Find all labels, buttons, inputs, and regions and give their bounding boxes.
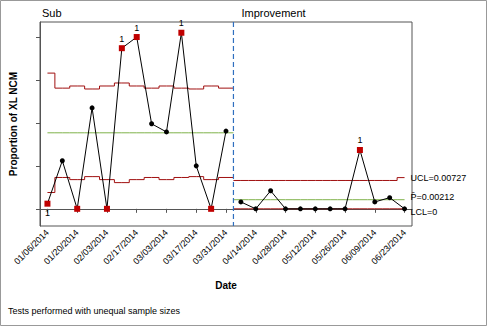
svg-text:06/09/2014: 06/09/2014 <box>339 227 379 267</box>
svg-text:1: 1 <box>357 135 362 145</box>
svg-text:1: 1 <box>134 23 139 33</box>
svg-text:04/14/2014: 04/14/2014 <box>220 227 260 267</box>
svg-text:03/03/2014: 03/03/2014 <box>131 227 170 267</box>
svg-text:02/03/2014: 02/03/2014 <box>71 227 111 267</box>
svg-text:04/28/2014: 04/28/2014 <box>250 227 290 267</box>
svg-text:05/12/2014: 05/12/2014 <box>279 227 319 267</box>
svg-text:Improvement: Improvement <box>241 7 305 19</box>
svg-text:02/17/2014: 02/17/2014 <box>101 227 141 267</box>
svg-text:Tests performed with unequal s: Tests performed with unequal sample size… <box>8 306 181 316</box>
svg-text:01/20/2014: 01/20/2014 <box>41 227 81 267</box>
svg-text:1: 1 <box>119 34 124 44</box>
svg-text:03/31/2014: 03/31/2014 <box>190 227 230 267</box>
svg-text:Sub: Sub <box>42 7 62 19</box>
svg-text:03/17/2014: 03/17/2014 <box>160 227 200 267</box>
svg-text:UCL=0.00727: UCL=0.00727 <box>411 173 467 183</box>
svg-text:01/06/2014: 01/06/2014 <box>12 227 51 267</box>
svg-text:05/26/2014: 05/26/2014 <box>309 227 349 267</box>
svg-text:06/23/2014: 06/23/2014 <box>369 227 408 266</box>
svg-text:1: 1 <box>45 208 50 218</box>
svg-text:LCL=0: LCL=0 <box>411 207 438 217</box>
svg-text:Proportion of XL NCM: Proportion of XL NCM <box>8 72 19 176</box>
svg-text:Date: Date <box>215 280 237 291</box>
svg-text:P̄=0.00212: P̄=0.00212 <box>411 192 455 202</box>
svg-text:1: 1 <box>179 18 184 28</box>
